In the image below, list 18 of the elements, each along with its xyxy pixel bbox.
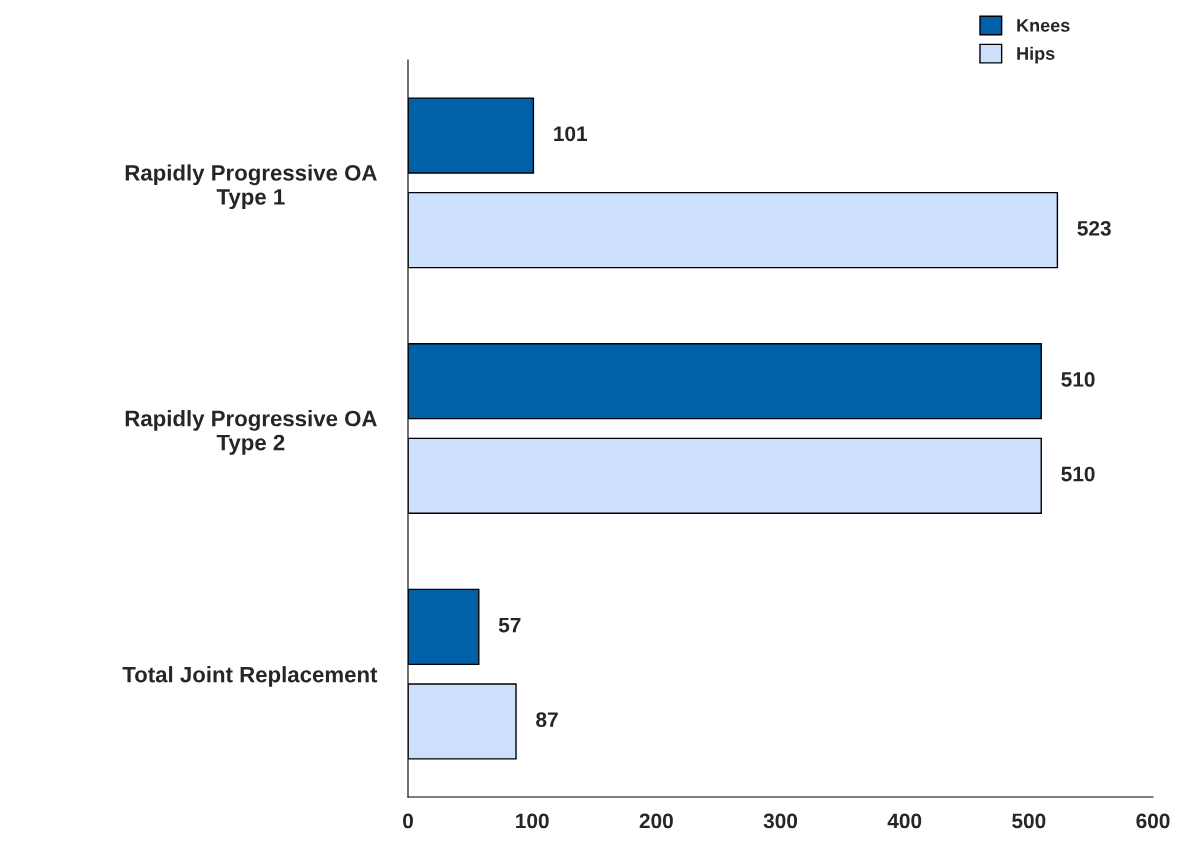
y-tick-label: Rapidly Progressive OA Type 2	[125, 410, 377, 455]
y-tick-label: Rapidly Progressive OA Type 1	[125, 164, 377, 210]
x-tick-label: 400	[887, 813, 922, 829]
y-tick-label: Total Joint Replacement	[122, 666, 378, 687]
data-label: 87	[536, 712, 558, 728]
x-tick-label: 300	[763, 813, 798, 829]
data-label: 510	[1061, 466, 1095, 482]
x-tick-label: 500	[1012, 813, 1046, 829]
x-tick-label: 100	[516, 813, 549, 829]
data-label: 57	[498, 617, 521, 633]
legend-label: Hips	[1017, 46, 1055, 64]
x-tick-label: 200	[639, 813, 673, 829]
legend-label: Knees	[1017, 19, 1070, 32]
data-label: 101	[554, 126, 588, 142]
x-tick-label: 600	[1136, 813, 1170, 829]
x-tick-label: 0	[403, 813, 413, 829]
data-label: 523	[1077, 220, 1111, 236]
data-label: 510	[1061, 372, 1095, 387]
